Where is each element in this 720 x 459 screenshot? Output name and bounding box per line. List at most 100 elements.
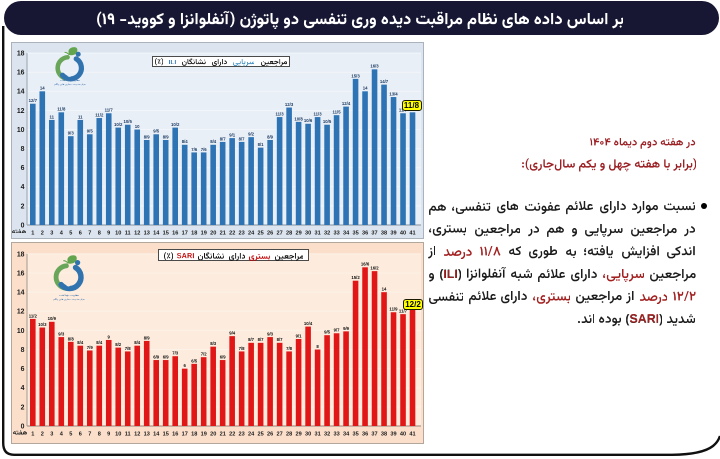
svg-text:17: 17	[182, 431, 188, 437]
svg-text:9/5: 9/5	[324, 329, 331, 334]
svg-text:24: 24	[248, 431, 255, 437]
svg-text:23: 23	[238, 431, 244, 437]
svg-text:37: 37	[371, 431, 377, 437]
svg-text:12: 12	[17, 107, 25, 114]
svg-text:16: 16	[172, 230, 178, 236]
svg-text:4: 4	[21, 184, 25, 191]
svg-text:14: 14	[382, 286, 387, 291]
svg-text:14: 14	[153, 431, 160, 437]
svg-text:16/3: 16/3	[370, 63, 379, 68]
svg-text:12/7: 12/7	[29, 98, 38, 103]
svg-text:24: 24	[248, 230, 255, 236]
svg-text:14: 14	[17, 88, 25, 95]
svg-text:41: 41	[409, 230, 415, 236]
svg-text:11/2: 11/2	[95, 112, 104, 117]
svg-text:8/9: 8/9	[267, 134, 274, 139]
svg-text:11/8: 11/8	[57, 106, 66, 111]
svg-text:10: 10	[115, 230, 121, 236]
svg-text:8/4: 8/4	[96, 340, 103, 345]
svg-text:7: 7	[88, 431, 91, 437]
svg-text:12: 12	[17, 308, 25, 315]
svg-text:11: 11	[125, 431, 131, 437]
svg-text:10/3: 10/3	[38, 321, 47, 326]
svg-text:7/8: 7/8	[286, 345, 293, 350]
svg-text:11: 11	[78, 114, 83, 119]
svg-text:32: 32	[324, 230, 330, 236]
svg-text:14: 14	[40, 85, 45, 90]
svg-text:10/4: 10/4	[304, 321, 313, 326]
svg-text:11: 11	[125, 230, 131, 236]
svg-text:4: 4	[60, 230, 64, 236]
svg-text:13: 13	[144, 230, 150, 236]
svg-text:14: 14	[363, 85, 368, 90]
svg-text:11/5: 11/5	[333, 109, 342, 114]
svg-text:15/3: 15/3	[351, 73, 360, 78]
svg-text:19: 19	[201, 230, 207, 236]
svg-text:30: 30	[305, 230, 311, 236]
svg-text:10/2: 10/2	[114, 122, 123, 127]
svg-text:21: 21	[220, 431, 226, 437]
svg-text:38: 38	[381, 230, 387, 236]
svg-text:16: 16	[17, 69, 25, 76]
svg-text:9/3: 9/3	[58, 331, 65, 336]
svg-text:8/4: 8/4	[182, 139, 189, 144]
svg-text:8/4: 8/4	[77, 340, 84, 345]
svg-text:8/7: 8/7	[277, 337, 284, 342]
svg-text:9: 9	[107, 230, 110, 236]
svg-text:32: 32	[324, 431, 330, 437]
svg-text:8/9: 8/9	[144, 335, 151, 340]
svg-text:7/8: 7/8	[125, 345, 132, 350]
svg-text:9/4: 9/4	[229, 330, 236, 335]
svg-text:7: 7	[88, 230, 91, 236]
svg-text:20: 20	[210, 230, 216, 236]
svg-text:33: 33	[333, 431, 339, 437]
svg-text:19: 19	[201, 431, 207, 437]
svg-text:9/2: 9/2	[248, 131, 255, 136]
svg-text:16: 16	[172, 431, 178, 437]
svg-text:37: 37	[371, 230, 377, 236]
svg-text:31: 31	[314, 431, 320, 437]
svg-text:10/5: 10/5	[323, 119, 332, 124]
svg-text:9/5: 9/5	[153, 128, 160, 133]
svg-text:8: 8	[316, 343, 319, 348]
svg-text:8/7: 8/7	[239, 136, 246, 141]
svg-text:10: 10	[17, 126, 25, 133]
svg-text:11/7: 11/7	[105, 107, 114, 112]
svg-text:8: 8	[98, 431, 101, 437]
svg-text:25: 25	[257, 230, 263, 236]
svg-text:9/9: 9/9	[343, 325, 350, 330]
svg-text:11/3: 11/3	[314, 111, 323, 116]
svg-text:31: 31	[314, 230, 320, 236]
svg-text:4: 4	[21, 385, 25, 392]
svg-text:6/9: 6/9	[163, 354, 170, 359]
svg-text:26: 26	[267, 230, 273, 236]
svg-text:2: 2	[21, 404, 25, 411]
svg-text:8/8: 8/8	[68, 336, 75, 341]
svg-text:17: 17	[182, 230, 188, 236]
svg-text:5: 5	[69, 230, 72, 236]
svg-text:27: 27	[276, 431, 282, 437]
svg-text:16: 16	[17, 270, 25, 277]
svg-text:8: 8	[21, 346, 25, 353]
svg-text:21: 21	[220, 230, 226, 236]
svg-text:38: 38	[381, 431, 387, 437]
svg-text:22: 22	[229, 230, 235, 236]
svg-text:8/2: 8/2	[115, 342, 122, 347]
svg-text:10/9: 10/9	[48, 316, 57, 321]
svg-text:1: 1	[31, 431, 34, 437]
svg-text:11/7: 11/7	[399, 308, 408, 313]
svg-text:11/9: 11/9	[389, 306, 398, 311]
svg-text:6: 6	[79, 230, 82, 236]
svg-text:6: 6	[184, 363, 187, 368]
svg-text:9/7: 9/7	[334, 327, 341, 332]
svg-text:8/1: 8/1	[258, 142, 265, 147]
svg-text:41: 41	[409, 431, 415, 437]
svg-text:27: 27	[276, 230, 282, 236]
svg-text:6/9: 6/9	[220, 354, 227, 359]
svg-text:22: 22	[229, 431, 235, 437]
svg-text:14: 14	[17, 289, 25, 296]
svg-text:10/2: 10/2	[171, 122, 180, 127]
svg-text:8/9: 8/9	[144, 134, 151, 139]
svg-text:29: 29	[295, 230, 301, 236]
svg-text:8/3: 8/3	[210, 341, 217, 346]
